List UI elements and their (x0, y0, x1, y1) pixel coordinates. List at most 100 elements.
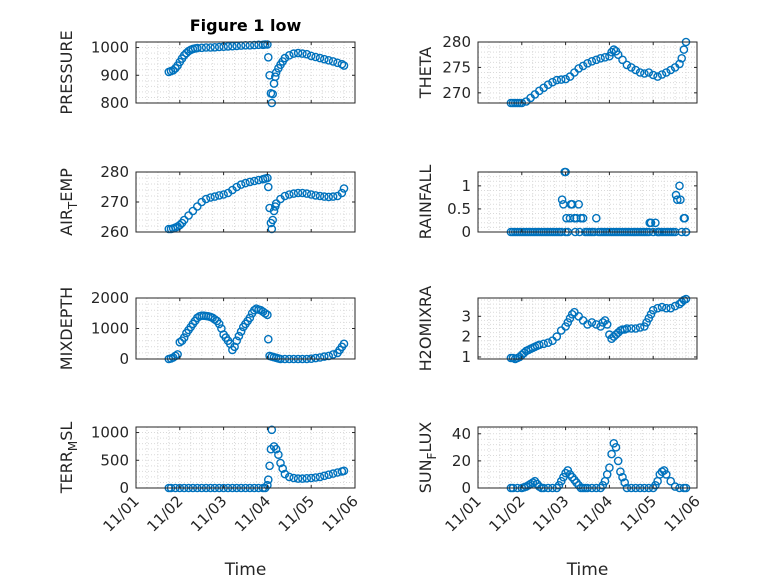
data-point (627, 324, 636, 333)
data-point (306, 51, 316, 61)
series-points (164, 304, 349, 364)
data-point (319, 352, 329, 361)
y-tick-label: 500 (100, 451, 129, 469)
data-point (315, 353, 325, 362)
data-point (602, 320, 612, 329)
data-point (269, 206, 279, 216)
mixdepth-panel: 0 1000 2000 MIXDEPTH (57, 287, 356, 370)
data-point (263, 182, 273, 192)
y-tick-label: 0 (119, 479, 129, 497)
data-point (616, 467, 625, 477)
y-axis-label-main: THETA (416, 47, 435, 99)
data-point (622, 60, 632, 70)
data-point (311, 353, 320, 363)
data-point (642, 318, 651, 327)
data-point (666, 476, 676, 486)
data-point (587, 318, 597, 327)
y-tick-label: 0 (461, 223, 471, 241)
data-point (583, 320, 592, 329)
data-point (274, 450, 283, 460)
data-point (598, 318, 608, 327)
data-point (245, 177, 255, 187)
data-point (666, 65, 676, 75)
pressure-panel: 800 900 1000 PRESSURE Figure 1 low (57, 16, 356, 115)
data-point (298, 49, 307, 58)
data-point (563, 318, 573, 327)
data-point (270, 72, 280, 81)
axes-frame (477, 41, 698, 104)
data-point (214, 319, 224, 329)
y-tick-label: 900 (100, 66, 129, 84)
y-tick-label: 0 (461, 479, 471, 497)
data-point (587, 57, 597, 66)
data-point (232, 336, 241, 346)
data-point (677, 54, 687, 63)
ticks: 800 900 1000 (91, 39, 356, 112)
data-point (179, 215, 189, 225)
series-points (164, 425, 349, 493)
y-tick-label: 2 (461, 328, 471, 346)
data-point (646, 309, 656, 319)
data-point (613, 456, 623, 466)
data-point (324, 56, 334, 65)
grid (135, 171, 356, 233)
air-temp-panel: 260 270 280 AIRTEMP (57, 163, 356, 241)
y-axis-label-main: H2OMIXRA (416, 286, 435, 372)
data-point (267, 425, 277, 435)
data-point (263, 475, 273, 485)
data-point (249, 305, 259, 315)
data-point (311, 191, 320, 200)
chart-title: Figure 1 low (190, 16, 302, 35)
data-point (319, 192, 329, 201)
data-point (245, 313, 255, 323)
y-tick-label: 3 (461, 307, 471, 325)
y-tick-label: 1000 (91, 424, 129, 442)
data-point (662, 470, 671, 479)
y-tick-label: 1000 (91, 320, 129, 338)
y-axis-label-main: RAINFALL (416, 165, 435, 240)
x-tick-label: 11/05 (617, 492, 660, 535)
data-point (293, 188, 303, 198)
data-point (592, 55, 601, 65)
data-point (284, 51, 294, 60)
data-point (631, 65, 641, 75)
data-point (651, 480, 660, 490)
x-tick-label: 11/05 (275, 492, 318, 535)
data-point (676, 195, 685, 204)
y-axis-label-tail: SL (57, 422, 76, 441)
x-tick-label: 11/03 (187, 492, 230, 535)
data-point (214, 191, 224, 200)
data-point (607, 449, 616, 459)
data-point (657, 70, 667, 79)
series-points (164, 173, 349, 234)
y-axis-label-sub: M (66, 441, 80, 451)
data-point (618, 55, 627, 65)
data-point (561, 322, 570, 331)
data-point (311, 52, 320, 62)
data-point (653, 303, 662, 313)
ticks: 260 270 280 (100, 163, 356, 241)
data-point (293, 48, 303, 58)
data-point (651, 218, 660, 228)
data-point (315, 191, 325, 201)
data-point (600, 53, 610, 62)
axes-frame (477, 297, 698, 360)
data-point (552, 332, 562, 341)
x-tick-label: 11/03 (529, 492, 572, 535)
data-point (662, 303, 671, 313)
data-point (278, 464, 288, 473)
data-point (206, 43, 215, 52)
data-point (319, 471, 329, 481)
data-point (210, 192, 220, 201)
data-point (232, 182, 241, 192)
y-tick-label: 20 (452, 452, 471, 470)
grid (135, 41, 356, 104)
data-point (302, 189, 312, 198)
data-point (280, 191, 290, 201)
y-axis-label: TERRMSL (57, 422, 80, 495)
data-point (289, 49, 299, 58)
data-point (168, 66, 178, 75)
data-point (271, 444, 281, 454)
data-point (635, 323, 645, 332)
